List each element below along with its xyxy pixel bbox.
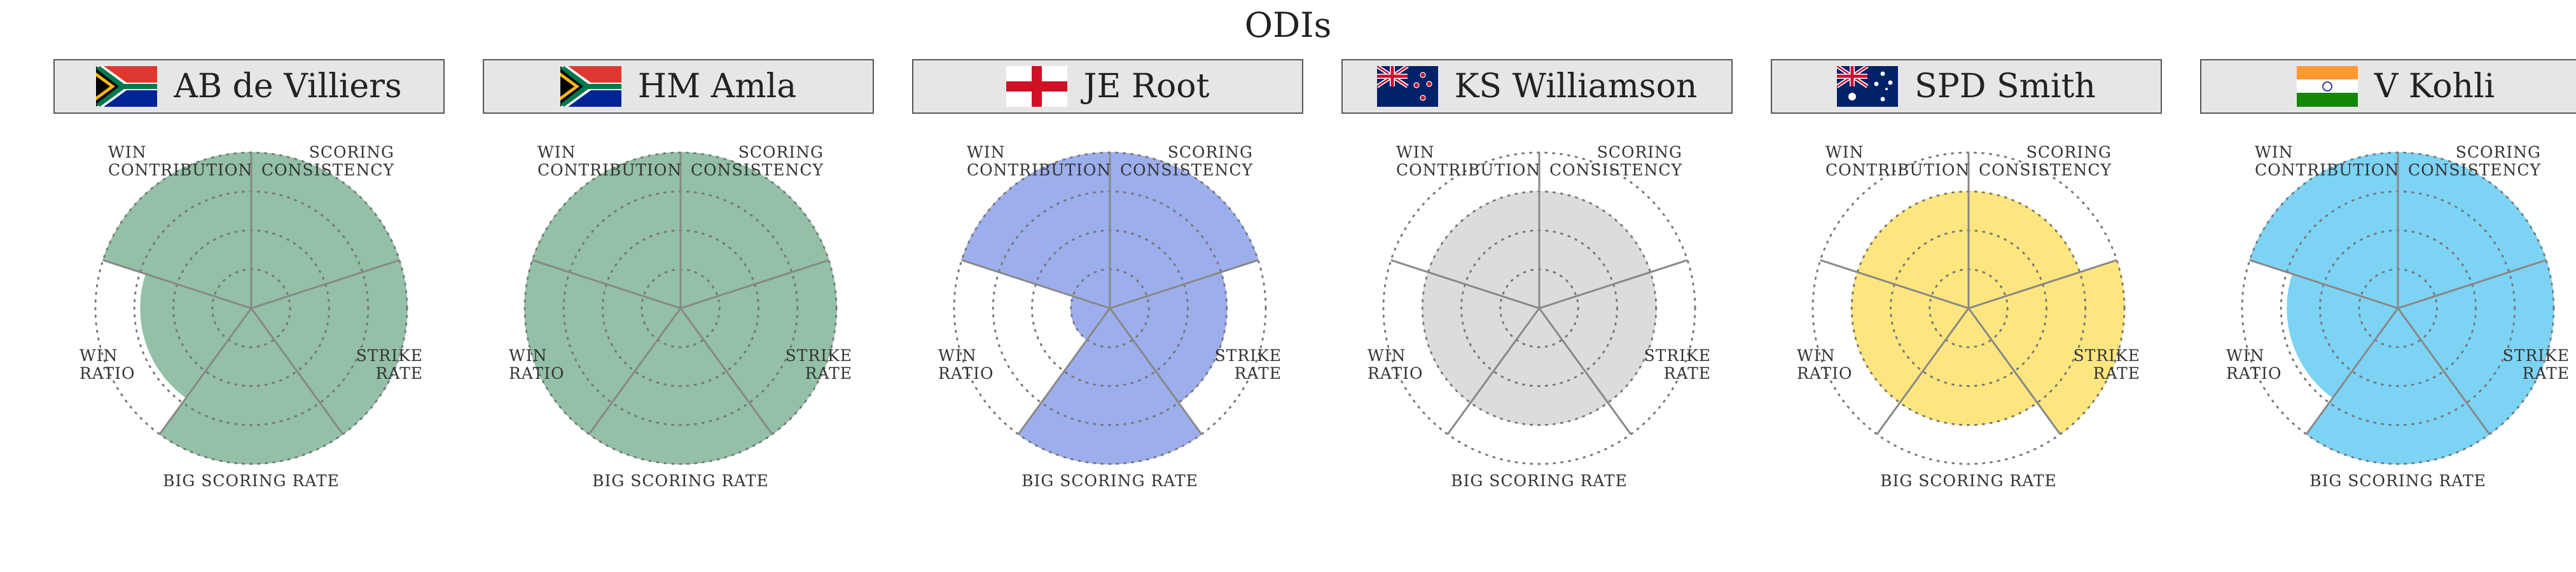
- radar-wedge: [961, 152, 1111, 310]
- radar-chart: SCORING CONSISTENCY STRIKE RATE BIG SCORING …: [509, 143, 852, 490]
- axis-label-big: BIG SCORING RATE: [163, 472, 340, 490]
- india-flag-icon: [2296, 66, 2358, 107]
- radar-wedge: [679, 259, 837, 435]
- radar-spoke: [1390, 259, 1540, 310]
- axis-label-winratio: WIN RATIO: [509, 346, 565, 383]
- radar-spoke: [2249, 259, 2399, 310]
- radar-spoke: [679, 308, 773, 435]
- radar-spoke: [102, 259, 252, 310]
- radar-spoke: [680, 259, 829, 310]
- player-name: V Kohli: [2374, 67, 2495, 106]
- radar-spoke: [2397, 308, 2491, 435]
- radar-chart: SCORING CONSISTENCY STRIKE RATE BIG SCORING …: [938, 143, 1282, 490]
- axis-label-scoring: SCORING CONSISTENCY: [691, 143, 824, 179]
- axis-label-winratio: WIN RATIO: [80, 346, 135, 383]
- radar-spoke: [2305, 308, 2399, 435]
- radar-wedge: [524, 259, 682, 435]
- axis-label-big: BIG SCORING RATE: [592, 472, 769, 490]
- radar-wedge: [250, 259, 408, 435]
- australia-flag-icon: [1837, 66, 1899, 107]
- radar-wedge: [2397, 259, 2554, 435]
- chart-title: ODIs: [1244, 5, 1332, 45]
- axis-label-wincontrib: WIN CONTRIBUTION: [1825, 143, 1970, 179]
- radar-spoke: [1109, 308, 1203, 435]
- axis-label-strike: STRIKE RATE: [786, 346, 852, 383]
- axis-label-big: BIG SCORING RATE: [2309, 472, 2486, 490]
- radar-wedge: [1967, 259, 2125, 435]
- radar-wedge: [140, 273, 253, 398]
- axis-label-wincontrib: WIN CONTRIBUTION: [1396, 143, 1541, 179]
- radar-spoke: [1820, 259, 1969, 310]
- player-header: KS Williamson: [1341, 59, 1733, 114]
- radar-wedge: [2249, 152, 2399, 310]
- radar-spoke: [1017, 308, 1111, 435]
- axis-label-wincontrib: WIN CONTRIBUTION: [967, 143, 1111, 179]
- axis-label-winratio: WIN RATIO: [938, 346, 994, 383]
- player-name: SPD Smith: [1915, 67, 2096, 106]
- radar-panel: HM Amla SCORING CONSISTENCY STRIKE RATE BIG S…: [429, 0, 874, 572]
- radar-wedge: [532, 152, 681, 310]
- radar-spoke: [588, 308, 682, 435]
- radar-spoke: [1446, 308, 1541, 435]
- radar-chart: SCORING CONSISTENCY STRIKE RATE BIG SCORING …: [80, 143, 423, 490]
- player-name: JE Root: [1083, 67, 1210, 106]
- axis-label-winratio: WIN RATIO: [1797, 346, 1853, 383]
- axis-label-scoring: SCORING CONSISTENCY: [1549, 143, 1682, 179]
- radar-spoke: [1967, 308, 2061, 435]
- radar-spoke: [251, 259, 400, 310]
- radar-spoke: [158, 308, 253, 435]
- axis-label-big: BIG SCORING RATE: [1880, 472, 2057, 490]
- axis-label-big: BIG SCORING RATE: [1451, 472, 1628, 490]
- radar-spoke: [532, 259, 681, 310]
- radar-spoke: [1538, 308, 1632, 435]
- radar-spoke: [2397, 259, 2547, 310]
- radar-wedge: [1538, 271, 1657, 404]
- south-africa-flag-icon: [96, 66, 158, 107]
- player-name: AB de Villiers: [174, 67, 402, 106]
- radar-spoke: [1876, 308, 1970, 435]
- radar-panel: SPD Smith SCORING CONSISTENCY STRIKE RATE BIG…: [1717, 0, 2162, 572]
- new-zealand-flag-icon: [1376, 66, 1438, 107]
- axis-label-scoring: SCORING CONSISTENCY: [1120, 143, 1253, 179]
- radar-chart: SCORING CONSISTENCY STRIKE RATE BIG SCORING …: [2226, 143, 2570, 490]
- radar-chart: SCORING CONSISTENCY STRIKE RATE BIG SCORING …: [1797, 143, 2140, 490]
- axis-label-wincontrib: WIN CONTRIBUTION: [2255, 143, 2399, 179]
- radar-spoke: [1539, 259, 1688, 310]
- axis-label-winratio: WIN RATIO: [2226, 346, 2282, 383]
- player-header: V Kohli: [2200, 59, 2576, 114]
- england-flag-icon: [1006, 66, 1067, 107]
- player-header: SPD Smith: [1771, 59, 2162, 114]
- radar-chart: SCORING CONSISTENCY STRIKE RATE BIG SCORING …: [1368, 143, 1711, 490]
- axis-label-strike: STRIKE RATE: [2503, 346, 2570, 383]
- player-name: KS Williamson: [1454, 67, 1698, 106]
- axis-label-strike: STRIKE RATE: [356, 346, 423, 383]
- axis-label-scoring: SCORING CONSISTENCY: [1979, 143, 2112, 179]
- axis-label-scoring: SCORING CONSISTENCY: [2408, 143, 2541, 179]
- radar-panel: JE Root SCORING CONSISTENCY STRIKE RATE BIG S…: [859, 0, 1303, 572]
- radar-spoke: [1109, 259, 1259, 310]
- player-header: JE Root: [912, 59, 1303, 114]
- axis-label-wincontrib: WIN CONTRIBUTION: [537, 143, 682, 179]
- axis-label-winratio: WIN RATIO: [1368, 346, 1423, 383]
- axis-label-wincontrib: WIN CONTRIBUTION: [108, 143, 253, 179]
- axis-label-scoring: SCORING CONSISTENCY: [261, 143, 394, 179]
- radar-wedge: [102, 152, 252, 310]
- player-header: AB de Villiers: [53, 59, 445, 114]
- player-name: HM Amla: [637, 67, 797, 106]
- axis-label-big: BIG SCORING RATE: [1021, 472, 1198, 490]
- radar-wedge: [1109, 271, 1228, 404]
- radar-panel: AB de Villiers SCORING CONSISTENCY STRIKE RA…: [0, 0, 445, 572]
- radar-spoke: [961, 259, 1111, 310]
- south-africa-flag-icon: [560, 66, 621, 107]
- axis-label-strike: STRIKE RATE: [1644, 346, 1711, 383]
- radar-wedge: [2287, 273, 2399, 398]
- radar-spoke: [1968, 259, 2117, 310]
- radar-panel: KS Williamson SCORING CONSISTENCY STRIKE RAT…: [1288, 0, 1733, 572]
- radar-spoke: [250, 308, 344, 435]
- radar-panel: V Kohli SCORING CONSISTENCY STRIKE RATE BIG S…: [2147, 0, 2576, 572]
- player-header: HM Amla: [483, 59, 874, 114]
- axis-label-strike: STRIKE RATE: [2074, 346, 2140, 383]
- axis-label-strike: STRIKE RATE: [1215, 346, 1282, 383]
